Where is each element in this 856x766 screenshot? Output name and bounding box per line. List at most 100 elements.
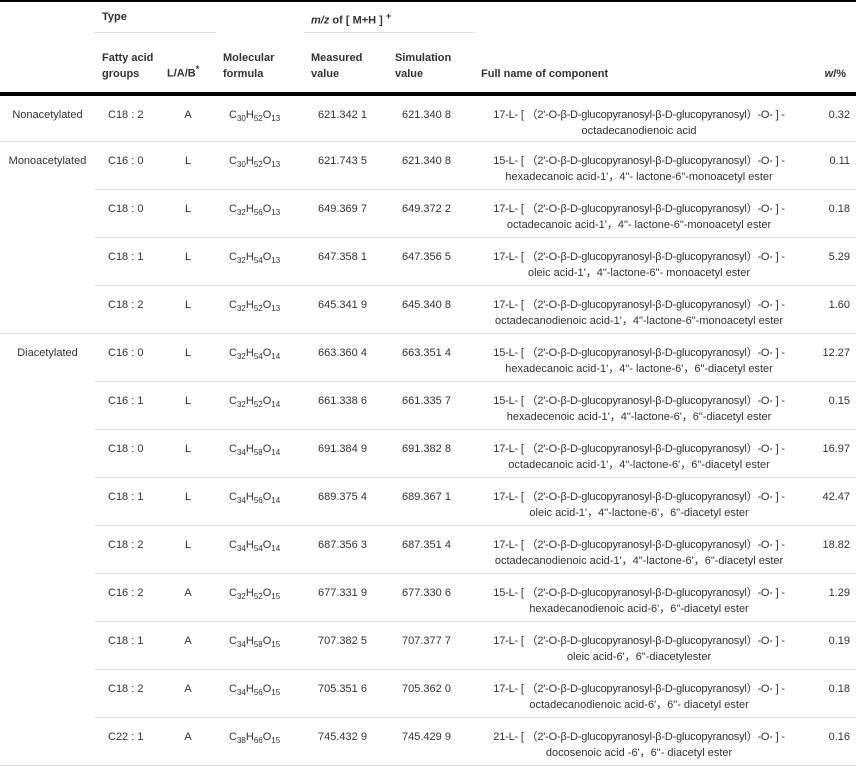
- fullname-line2: hexadecanoic acid-1'，4"- lactone-6'，6"-d…: [505, 363, 773, 375]
- formula-subscript: 52: [253, 592, 263, 601]
- mass-fraction-cell: 0.15: [804, 381, 856, 430]
- formula-subscript: 56: [253, 496, 263, 505]
- fullname-cell: 17-L- [ （2'-O-β-D-glucopyranosyl-β-D-glu…: [474, 93, 805, 142]
- fullname-cell: 17-L- [ （2'-O-β-D-glucopyranosyl-β-D-glu…: [474, 525, 805, 574]
- lab-cell: L: [160, 477, 217, 526]
- formula-subscript: 13: [271, 160, 281, 169]
- fullname-line2: octadecanodienoic acid: [581, 124, 697, 137]
- measured-cell: 661.338 6: [304, 381, 389, 430]
- formula-subscript: 54: [253, 352, 263, 361]
- mass-fraction-cell: 0.18: [804, 669, 856, 718]
- formula-subscript: 52: [253, 304, 263, 313]
- lab-cell: L: [160, 381, 217, 430]
- group-cell: Diacetylated: [0, 333, 95, 766]
- fullname-cell: 17-L- [ （2'-O-β-D-glucopyranosyl-β-D-glu…: [474, 477, 805, 526]
- formula-subscript: 34: [236, 544, 246, 553]
- mass-fraction-cell: 0.32: [804, 93, 856, 142]
- table-row: Diacetylated C16 : 0 L C32H54O14 663.360 4 66…: [0, 333, 856, 766]
- lab-cell: A: [160, 573, 217, 622]
- fatty-acid-cell: C16 : 2: [95, 573, 160, 622]
- fullname-line2: oleic acid-1'，4"-lactone-6'，6"-diacetyl …: [529, 507, 749, 519]
- mass-fraction-cell: 1.60: [804, 285, 856, 334]
- fullname-line1: 17-L- [ （2'-O-β-D-glucopyranosyl-β-D-glu…: [493, 683, 785, 695]
- formula-subscript: 32: [236, 304, 246, 313]
- formula-subscript: 56: [253, 208, 263, 217]
- measured-cell: 705.351 6: [304, 669, 389, 718]
- measured-cell: 687.356 3: [304, 525, 389, 574]
- formula-subscript: 52: [253, 160, 263, 169]
- type-header: Type: [95, 1, 217, 33]
- simulation-cell: 661.335 7: [388, 381, 475, 430]
- simulation-cell: 621.340 8: [388, 93, 475, 142]
- fatty-acid-cell: C18 : 2: [95, 285, 160, 334]
- w-header: w/%: [804, 32, 856, 96]
- formula-subscript: 54: [253, 544, 263, 553]
- header-row-1: Type m/z of [ M+H ] +: [0, 1, 856, 33]
- formula-subscript: 32: [236, 592, 246, 601]
- lab-cell: L: [160, 141, 217, 190]
- fullname-cell: 17-L- [ （2'-O-β-D-glucopyranosyl-β-D-glu…: [474, 189, 805, 238]
- formula-subscript: 54: [253, 256, 263, 265]
- measured-cell: 645.341 9: [304, 285, 389, 334]
- fullname-cell: 21-L- [ （2'-O-β-D-glucopyranosyl-β-D-glu…: [474, 717, 805, 766]
- fullname-line1: 17-L- [ （2'-O-β-D-glucopyranosyl-β-D-glu…: [493, 108, 785, 121]
- formula-subscript: 56: [253, 688, 263, 697]
- formula-header: Molecular formula: [216, 32, 305, 96]
- table-row: C18 : 1 L C34H56O14 689.375 4 689.367 1 17-L-…: [0, 477, 856, 526]
- fullname-cell: 17-L- [ （2'-O-β-D-glucopyranosyl-β-D-glu…: [474, 429, 805, 478]
- fatty-acid-cell: C18 : 0: [95, 429, 160, 478]
- simulation-cell: 647.356 5: [388, 237, 475, 286]
- lab-cell: L: [160, 285, 217, 334]
- mass-fraction-cell: 0.18: [804, 189, 856, 238]
- fullname-line2: docosenoic acid -6'，6"- diacetyl ester: [545, 747, 733, 759]
- table-row: Monoacetylated C16 : 0 L C30H52O13 621.743 5…: [0, 141, 856, 334]
- formula-cell: C34H56O15: [216, 669, 305, 718]
- formula-subscript: 34: [236, 496, 246, 505]
- formula-subscript: 32: [236, 208, 246, 217]
- fullname-line1: 17-L- [ （2'-O-β-D-glucopyranosyl-β-D-glu…: [493, 443, 785, 455]
- measured-cell: 663.360 4: [304, 333, 389, 382]
- fatty-acid-cell: C18 : 1: [95, 621, 160, 670]
- table-row: C18 : 2 L C32H52O13 645.341 9 645.340 8 17-L-…: [0, 285, 856, 334]
- simulation-cell: 663.351 4: [388, 333, 475, 382]
- fatty-acid-cell: C16 : 1: [95, 381, 160, 430]
- formula-subscript: 13: [271, 256, 281, 265]
- mz-prefix: m/z: [311, 14, 330, 27]
- fatty-acid-cell: C18 : 0: [95, 189, 160, 238]
- formula-subscript: 14: [271, 544, 281, 553]
- group-cell: Monoacetylated: [0, 141, 95, 334]
- formula-cell: C34H58O15: [216, 621, 305, 670]
- simulation-cell: 645.340 8: [388, 285, 475, 334]
- fullname-cell: 17-L- [ （2'-O-β-D-glucopyranosyl-β-D-glu…: [474, 285, 805, 334]
- formula-subscript: 15: [271, 592, 281, 601]
- simulation-cell: 745.429 9: [388, 717, 475, 766]
- fullname-cell: 15-L- [ （2'-O-β-D-glucopyranosyl-β-D-glu…: [474, 141, 805, 190]
- formula-subscript: 34: [236, 640, 246, 649]
- fullname-line1: 15-L- [ （2'-O-β-D-glucopyranosyl-β-D-glu…: [493, 395, 785, 407]
- formula-subscript: 30: [236, 113, 246, 123]
- formula-subscript: 32: [236, 256, 246, 265]
- measured-cell: 621.342 1: [304, 93, 389, 142]
- formula-subscript: 58: [253, 640, 263, 649]
- mass-fraction-cell: 5.29: [804, 237, 856, 286]
- fullname-line1: 17-L- [ （2'-O-β-D-glucopyranosyl-β-D-glu…: [493, 491, 785, 503]
- formula-subscript: 34: [236, 688, 246, 697]
- fullname-line2: hexadecanodienoic acid-6'，6"-diacetyl es…: [529, 603, 749, 615]
- simulation-cell: 705.362 0: [388, 669, 475, 718]
- formula-cell: C34H54O14: [216, 525, 305, 574]
- simulation-cell: 677.330 6: [388, 573, 475, 622]
- fatty-acid-cell: C18 : 2: [95, 525, 160, 574]
- mass-fraction-cell: 0.19: [804, 621, 856, 670]
- lab-cell: A: [160, 669, 217, 718]
- fullname-line2: octadecanodienoic acid-1'，4"-lactone-6"-…: [494, 315, 784, 327]
- fullname-header: Full name of component: [474, 32, 805, 96]
- table-row: C16 : 2 A C32H52O15 677.331 9 677.330 6 15-L-…: [0, 573, 856, 622]
- formula-subscript: 34: [236, 448, 246, 457]
- formula-subscript: 38: [236, 736, 246, 745]
- formula-subscript: 58: [253, 448, 263, 457]
- table-row: C18 : 0 L C34H58O14 691.384 9 691.382 8 17-L-…: [0, 429, 856, 478]
- formula-subscript: 15: [271, 688, 281, 697]
